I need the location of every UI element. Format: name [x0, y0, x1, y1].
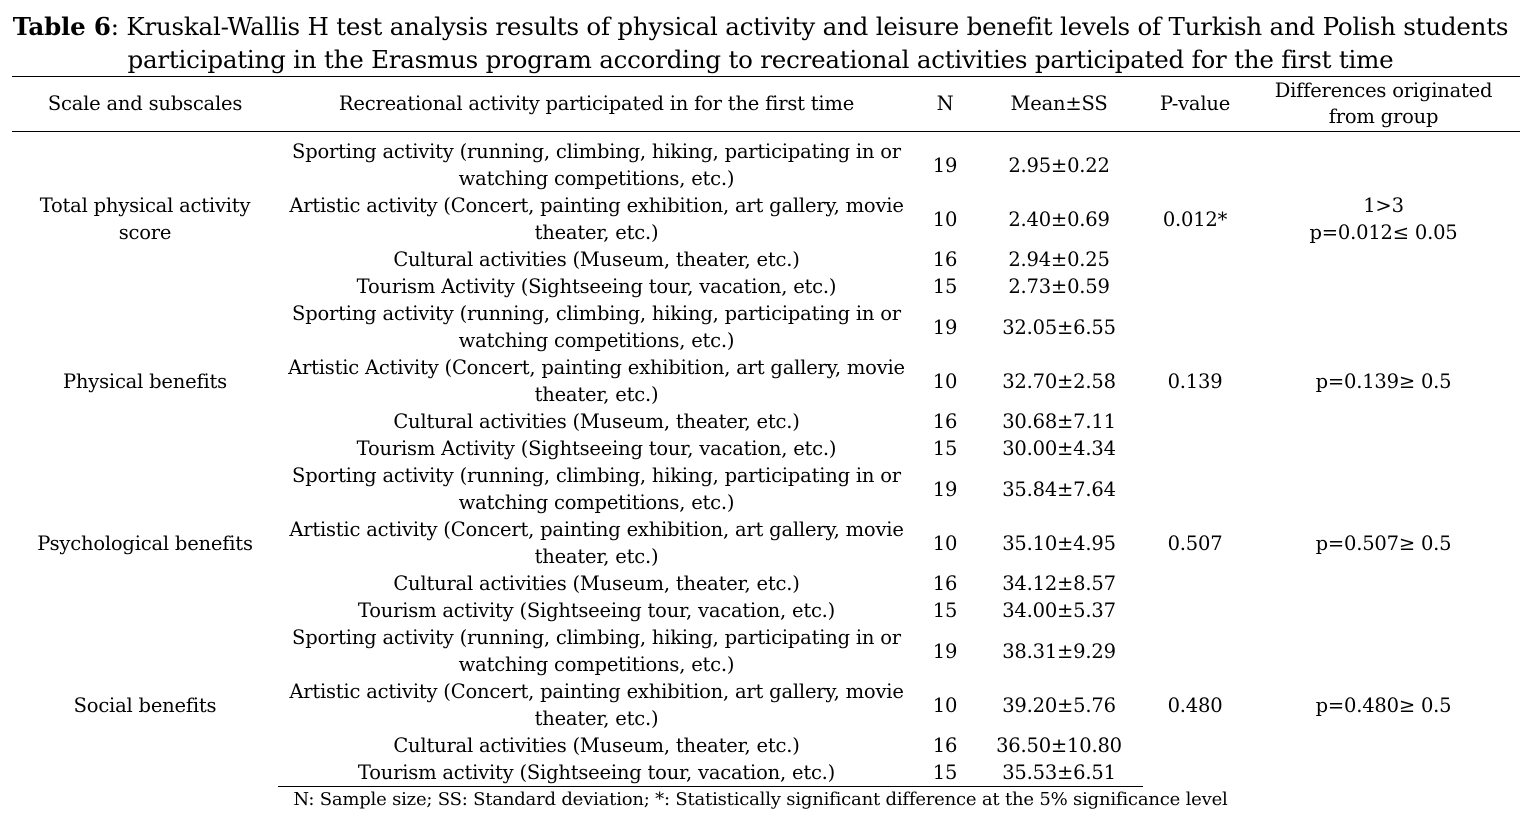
n-cell: 16	[932, 410, 958, 433]
table-row: Tourism activity (Sightseeing tour, vaca…	[12, 597, 1520, 624]
activity-cell: Cultural activities (Museum, theater, et…	[393, 410, 800, 433]
mean-cell: 34.12±8.57	[1002, 572, 1116, 595]
table-row: Cultural activities (Museum, theater, et…	[12, 408, 1520, 435]
n-cell: 15	[915, 759, 975, 787]
activity-cell: Artistic activity (Concert, painting exh…	[289, 518, 904, 568]
table-row: Social benefits Sporting activity (runnin…	[12, 624, 1520, 717]
activity-cell: Tourism activity (Sightseeing tour, vaca…	[278, 759, 915, 787]
n-cell: 10	[932, 369, 958, 393]
mean-cell: 2.94±0.25	[1008, 248, 1110, 271]
mean-cell: 35.53±6.51	[975, 759, 1143, 787]
n-cell: 10	[932, 693, 958, 717]
activity-cell: Cultural activities (Museum, theater, et…	[393, 572, 800, 595]
n-cell: 19	[932, 153, 958, 177]
n-cell: 19	[932, 639, 958, 663]
n-cell: 19	[932, 477, 958, 501]
results-table: Scale and subscales Recreational activit…	[12, 76, 1520, 787]
n-cell: 15	[932, 437, 958, 460]
activity-cell: Cultural activities (Museum, theater, et…	[393, 734, 800, 757]
header-p-value: P-value	[1143, 76, 1247, 132]
activity-cell: Sporting activity (running, climbing, hi…	[292, 464, 901, 514]
table-row: Cultural activities (Museum, theater, et…	[12, 246, 1520, 273]
table-row: Cultural activities (Museum, theater, et…	[12, 570, 1520, 597]
table-row: Tourism Activity (Sightseeing tour, vaca…	[12, 435, 1520, 462]
mean-cell: 30.00±4.34	[1002, 437, 1116, 460]
activity-cell: Tourism activity (Sightseeing tour, vaca…	[357, 599, 836, 622]
table-row: Physical benefits Sporting activity (runn…	[12, 300, 1520, 393]
table-row: Total physical activity score Sporting ac…	[12, 132, 1520, 244]
n-cell: 19	[932, 315, 958, 339]
mean-cell: 39.20±5.76	[1002, 693, 1116, 717]
n-cell: 16	[932, 734, 958, 757]
scale-cell: Physical benefits	[63, 369, 227, 393]
p-value-cell: 0.139	[1167, 369, 1223, 393]
mean-cell: 2.40±0.69	[1008, 207, 1110, 231]
differences-cell: 1>3 p=0.012≤ 0.05	[1309, 194, 1458, 244]
activity-cell: Sporting activity (running, climbing, hi…	[292, 302, 901, 352]
mean-cell: 35.84±7.64	[1002, 477, 1116, 501]
n-cell: 10	[932, 531, 958, 555]
table-row: Artistic activity (Concert, painting exh…	[12, 192, 1520, 246]
header-mean: Mean±SS	[975, 76, 1143, 132]
p-value-cell: 0.480	[1167, 693, 1223, 717]
mean-cell: 34.00±5.37	[1002, 599, 1116, 622]
activity-cell: Sporting activity (running, climbing, hi…	[292, 626, 901, 676]
table-caption: Table 6: Kruskal-Wallis H test analysis …	[0, 10, 1521, 76]
table-row: Cultural activities (Museum, theater, et…	[12, 732, 1520, 759]
caption-label: Table 6	[12, 12, 111, 41]
table-row: Psychological benefits Sporting activity …	[12, 462, 1520, 555]
activity-cell: Tourism Activity (Sightseeing tour, vaca…	[356, 275, 837, 298]
differences-cell: p=0.480≥ 0.5	[1315, 693, 1452, 717]
table-row: Artistic activity (Concert, painting exh…	[12, 678, 1520, 732]
n-cell: 15	[932, 599, 958, 622]
p-value-cell: 0.012*	[1162, 207, 1228, 231]
scale-cell: Total physical activity score	[39, 194, 251, 244]
header-scale: Scale and subscales	[12, 76, 278, 132]
p-value-cell: 0.507	[1167, 531, 1223, 555]
header-differences: Differences originated from group	[1247, 76, 1520, 132]
activity-cell: Tourism Activity (Sightseeing tour, vaca…	[356, 437, 837, 460]
header-activity: Recreational activity participated in fo…	[278, 76, 915, 132]
header-n: N	[915, 76, 975, 132]
mean-cell: 2.73±0.59	[1008, 275, 1110, 298]
activity-cell: Artistic activity (Concert, painting exh…	[289, 680, 904, 730]
n-cell: 10	[932, 207, 958, 231]
n-cell: 16	[932, 572, 958, 595]
table-row: Artistic Activity (Concert, painting exh…	[12, 354, 1520, 408]
header-row: Scale and subscales Recreational activit…	[12, 76, 1520, 132]
mean-cell: 35.10±4.95	[1002, 531, 1116, 555]
activity-cell: Cultural activities (Museum, theater, et…	[393, 248, 800, 271]
n-cell: 16	[932, 248, 958, 271]
table-footnote: N: Sample size; SS: Standard deviation; …	[293, 789, 1228, 810]
activity-cell: Artistic activity (Concert, painting exh…	[289, 194, 904, 244]
table-row: Tourism Activity (Sightseeing tour, vaca…	[12, 273, 1520, 300]
mean-cell: 32.05±6.55	[1002, 315, 1116, 339]
mean-cell: 36.50±10.80	[996, 734, 1122, 757]
table-row: Tourism activity (Sightseeing tour, vaca…	[12, 759, 1520, 787]
activity-cell: Artistic Activity (Concert, painting exh…	[288, 356, 905, 406]
caption-text: : Kruskal-Wallis H test analysis results…	[110, 12, 1509, 74]
scale-cell: Psychological benefits	[37, 531, 253, 555]
activity-cell: Sporting activity (running, climbing, hi…	[292, 140, 901, 190]
table-row: Artistic activity (Concert, painting exh…	[12, 516, 1520, 570]
n-cell: 15	[932, 275, 958, 298]
differences-cell: p=0.507≥ 0.5	[1315, 531, 1452, 555]
mean-cell: 2.95±0.22	[1008, 153, 1110, 177]
differences-cell: p=0.139≥ 0.5	[1315, 369, 1452, 393]
mean-cell: 30.68±7.11	[1002, 410, 1116, 433]
mean-cell: 32.70±2.58	[1002, 369, 1116, 393]
table-body: Total physical activity score Sporting ac…	[12, 132, 1520, 787]
mean-cell: 38.31±9.29	[1002, 639, 1116, 663]
scale-cell: Social benefits	[73, 693, 217, 717]
